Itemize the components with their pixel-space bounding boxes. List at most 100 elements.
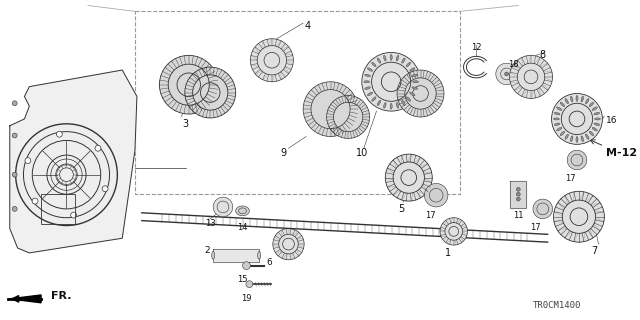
Ellipse shape [383, 102, 386, 108]
Ellipse shape [406, 97, 411, 101]
Circle shape [362, 52, 420, 111]
Ellipse shape [410, 68, 415, 71]
Circle shape [552, 93, 602, 144]
Polygon shape [213, 249, 259, 262]
Text: 17: 17 [425, 211, 436, 220]
Text: FR.: FR. [51, 291, 71, 301]
Ellipse shape [412, 74, 418, 77]
Ellipse shape [565, 134, 568, 139]
Ellipse shape [367, 92, 372, 96]
Text: 15: 15 [237, 276, 248, 284]
Ellipse shape [365, 74, 371, 77]
Text: 10: 10 [356, 148, 368, 158]
Ellipse shape [364, 81, 370, 83]
Circle shape [567, 150, 587, 170]
Circle shape [25, 158, 31, 164]
Ellipse shape [372, 62, 376, 67]
Polygon shape [10, 295, 41, 303]
Circle shape [70, 212, 77, 218]
Text: 13: 13 [205, 219, 216, 228]
Ellipse shape [236, 206, 250, 216]
Ellipse shape [581, 136, 584, 142]
Ellipse shape [592, 107, 597, 110]
Ellipse shape [576, 95, 578, 101]
Circle shape [250, 39, 293, 82]
Ellipse shape [581, 96, 584, 102]
Ellipse shape [412, 87, 418, 89]
Circle shape [159, 55, 218, 114]
Ellipse shape [390, 54, 392, 60]
Ellipse shape [560, 131, 564, 136]
Circle shape [509, 55, 552, 98]
Ellipse shape [396, 55, 399, 61]
Circle shape [533, 199, 552, 219]
Circle shape [32, 198, 38, 204]
Circle shape [12, 133, 17, 138]
Text: 17: 17 [531, 223, 541, 232]
Bar [41, 194, 76, 224]
Circle shape [516, 192, 520, 196]
Circle shape [397, 70, 444, 117]
Circle shape [213, 197, 233, 217]
Ellipse shape [554, 123, 560, 125]
Circle shape [504, 72, 509, 76]
Circle shape [12, 206, 17, 211]
Circle shape [243, 262, 250, 269]
Circle shape [56, 131, 62, 137]
Text: 1: 1 [445, 248, 451, 258]
Text: 14: 14 [237, 223, 248, 232]
Text: TR0CM1400: TR0CM1400 [533, 300, 582, 310]
Ellipse shape [592, 127, 597, 131]
Text: 6: 6 [266, 258, 272, 267]
Ellipse shape [570, 136, 573, 142]
Text: M-12: M-12 [606, 148, 637, 158]
Text: 3: 3 [183, 119, 189, 129]
Text: 7: 7 [591, 246, 598, 256]
Ellipse shape [367, 68, 372, 71]
Ellipse shape [589, 131, 594, 136]
Polygon shape [10, 70, 137, 253]
Circle shape [303, 82, 358, 137]
Circle shape [102, 186, 108, 192]
Ellipse shape [365, 87, 371, 89]
Text: 18: 18 [508, 60, 519, 69]
Circle shape [246, 281, 253, 288]
Ellipse shape [589, 102, 594, 107]
Text: 11: 11 [513, 211, 524, 220]
Ellipse shape [595, 118, 600, 120]
Circle shape [326, 95, 370, 139]
Ellipse shape [377, 100, 381, 106]
Ellipse shape [402, 100, 405, 106]
Circle shape [95, 145, 101, 151]
Circle shape [516, 197, 520, 201]
Ellipse shape [586, 134, 589, 139]
Ellipse shape [413, 81, 419, 83]
Ellipse shape [383, 55, 386, 61]
Ellipse shape [402, 58, 405, 63]
Circle shape [273, 228, 304, 260]
Circle shape [554, 191, 604, 242]
Ellipse shape [396, 102, 399, 108]
Circle shape [385, 154, 432, 201]
Circle shape [12, 172, 17, 177]
Text: 2: 2 [205, 246, 211, 255]
Ellipse shape [212, 252, 214, 259]
Text: 12: 12 [471, 43, 481, 52]
Text: 5: 5 [398, 204, 404, 214]
Ellipse shape [410, 92, 415, 96]
Circle shape [15, 124, 117, 226]
Ellipse shape [565, 99, 568, 104]
Polygon shape [511, 180, 526, 208]
Ellipse shape [570, 96, 573, 102]
Ellipse shape [594, 112, 600, 115]
Ellipse shape [594, 123, 600, 125]
Text: 9: 9 [280, 148, 287, 158]
Ellipse shape [372, 97, 376, 101]
Circle shape [516, 188, 520, 191]
Text: 16: 16 [606, 116, 618, 125]
Text: 8: 8 [540, 51, 546, 60]
Circle shape [424, 183, 448, 207]
Ellipse shape [406, 62, 411, 67]
Text: 4: 4 [305, 21, 311, 31]
Ellipse shape [560, 102, 564, 107]
